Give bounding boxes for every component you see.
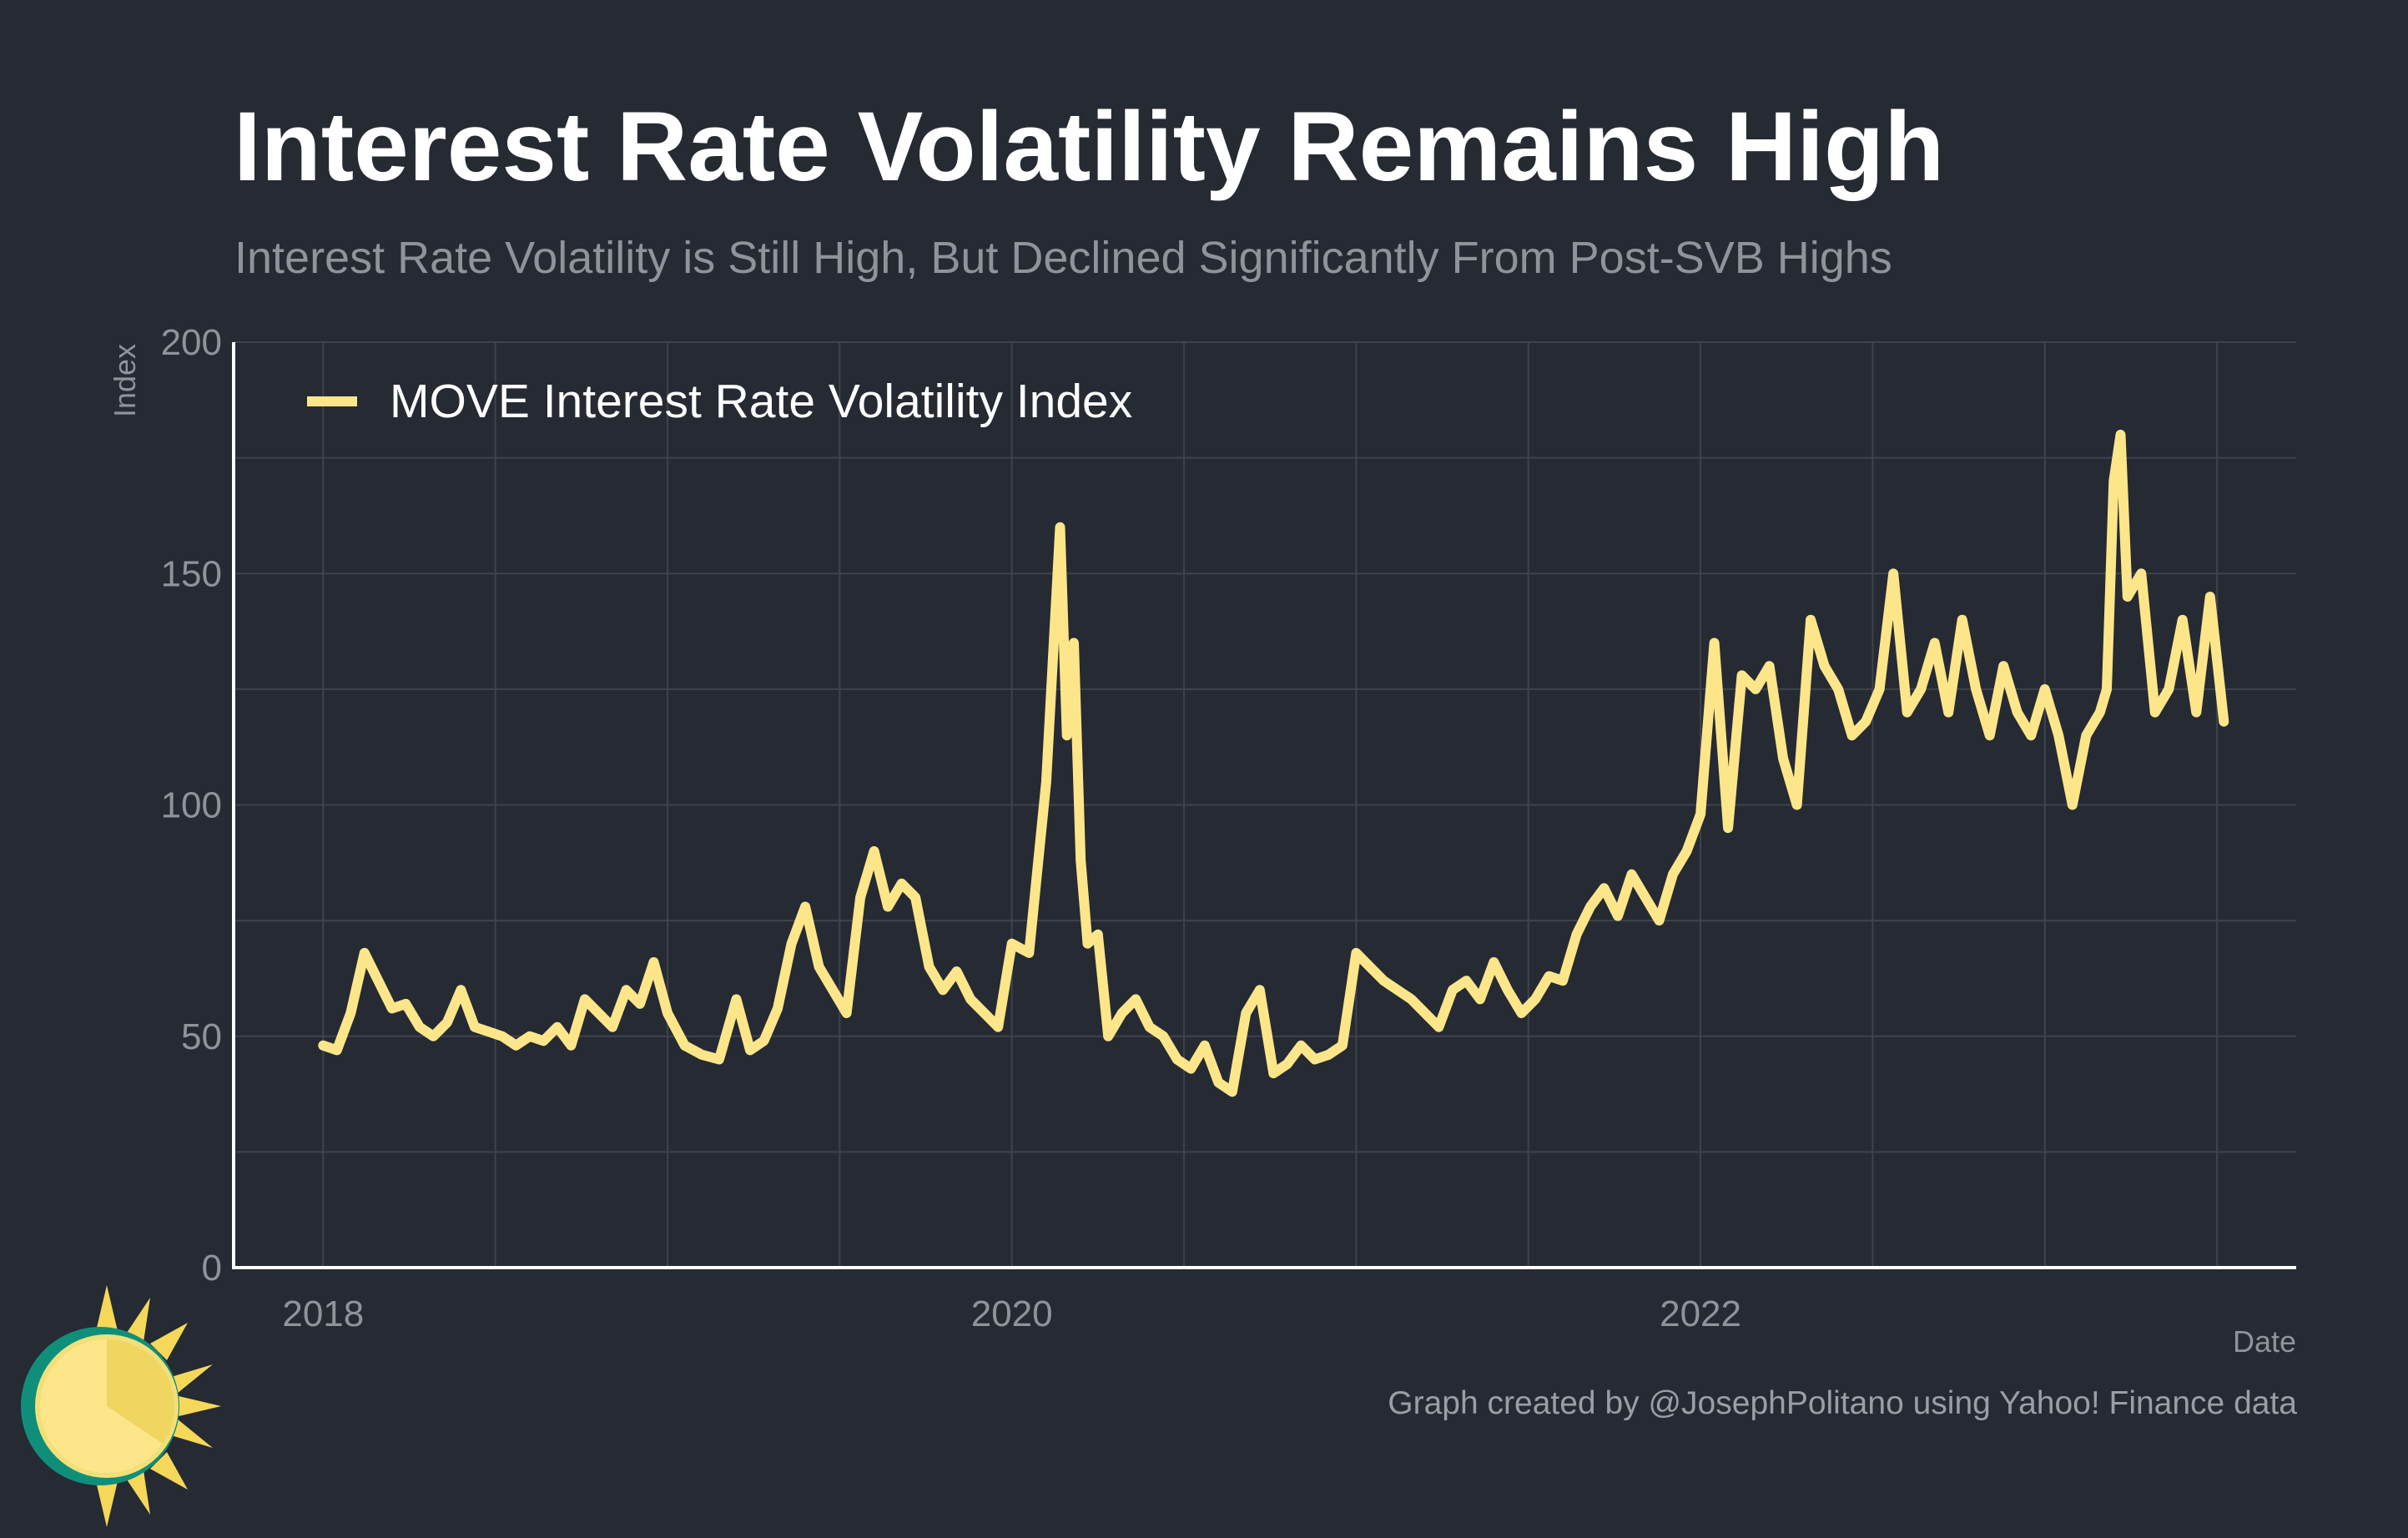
x-tick-label: 2022 <box>1660 1293 1741 1334</box>
y-tick-label: 50 <box>181 1016 222 1057</box>
y-tick-label: 150 <box>161 553 222 594</box>
axis-ticks: 0 50 100 150 200 2018 2020 2022 <box>161 322 1741 1334</box>
y-tick-label: 0 <box>202 1248 222 1288</box>
x-tick-label: 2018 <box>282 1293 364 1334</box>
y-tick-label: 100 <box>161 785 222 826</box>
y-axis-label: Index <box>108 344 142 417</box>
x-tick-label: 2020 <box>971 1293 1053 1334</box>
legend-label: MOVE Interest Rate Volatility Index <box>390 375 1132 428</box>
series-layer <box>318 429 2229 1097</box>
axes <box>232 342 2296 1269</box>
source-caption: Graph created by @JosephPolitano using Y… <box>1388 1385 2297 1421</box>
gridlines <box>234 341 2296 1268</box>
legend: MOVE Interest Rate Volatility Index <box>307 375 1132 428</box>
page-title: Interest Rate Volatility Remains High <box>234 92 1945 202</box>
y-tick-label: 200 <box>161 322 222 363</box>
x-axis-label: Date <box>2233 1324 2296 1359</box>
series-line-move-index <box>318 429 2229 1097</box>
page-subtitle: Interest Rate Volatility is Still High, … <box>234 233 1892 283</box>
sun-icon <box>21 1285 221 1527</box>
